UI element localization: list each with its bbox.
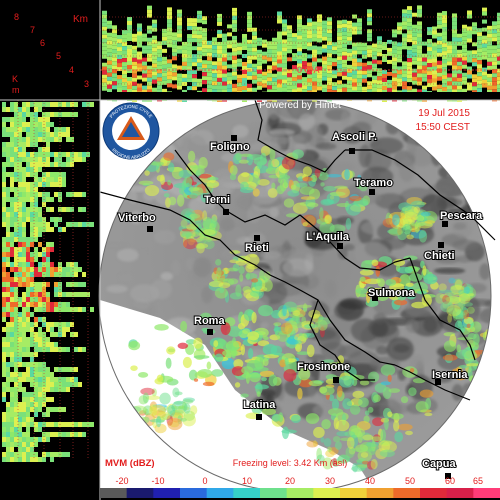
city-marker [337, 243, 343, 249]
legend-color-swatch [153, 488, 181, 498]
left-profile-panel [2, 102, 94, 462]
legend-tick-label: 60 [445, 476, 455, 486]
date-text: 19 Jul 2015 [418, 108, 470, 119]
city-label: Capua [422, 458, 457, 470]
city-marker [231, 135, 237, 141]
legend-color-swatch [286, 488, 314, 498]
legend-tick-label: 40 [365, 476, 375, 486]
city-label: Teramo [354, 177, 393, 189]
km-label: Km [73, 14, 88, 25]
city-marker [372, 295, 378, 301]
city-label: Chieti [424, 250, 455, 262]
city-marker [445, 473, 451, 479]
legend-tick-label: 10 [242, 476, 252, 486]
altitude-tick: 3 [84, 79, 89, 89]
legend-freezing-level: Freezing level: 3.42 Km (asl) [233, 458, 348, 468]
city-marker [223, 209, 229, 215]
legend-color-swatch [366, 488, 394, 498]
altitude-tick: 4 [69, 65, 74, 75]
city-label: L'Aquila [306, 231, 350, 243]
k-label: K [12, 74, 18, 84]
city-marker [438, 242, 444, 248]
city-markers: Foligno Ascoli P. Teramo Terni Viterbo Pescar… [117, 130, 484, 479]
city-label: Rieti [245, 242, 269, 254]
city-marker [435, 379, 441, 385]
city-label: Ascoli P. [332, 131, 377, 143]
city-marker [349, 148, 355, 154]
legend-color-swatch [180, 488, 208, 498]
top-profile-panel [100, 5, 500, 102]
legend-color-swatch [206, 488, 234, 498]
city-label: Sulmona [368, 287, 415, 299]
legend-color-swatch [233, 488, 261, 498]
profile-grid: 8 76 543 [14, 12, 500, 460]
city-marker [256, 414, 262, 420]
city-label: Latina [243, 399, 276, 411]
city-label: Pescara [440, 210, 483, 222]
city-label: Isernia [432, 369, 468, 381]
city-marker [254, 235, 260, 241]
legend-product: MVM (dBZ) [105, 458, 155, 469]
city-label: Viterbo [118, 212, 156, 224]
altitude-tick: 8 [14, 12, 19, 22]
altitude-tick: 5 [56, 51, 61, 61]
city-marker [369, 189, 375, 195]
legend-color-swatch [100, 488, 128, 498]
legend-tick-label: 0 [202, 476, 207, 486]
legend-color-swatch [340, 488, 368, 498]
city-label: Roma [194, 315, 225, 327]
city-marker [442, 221, 448, 227]
altitude-tick: 7 [30, 25, 35, 35]
legend-ticks: -20 -10 0 10 20 30 40 50 60 65 [115, 476, 483, 486]
legend-color-swatch [446, 488, 474, 498]
city-marker [333, 377, 339, 383]
city-label: Frosinone [297, 361, 350, 373]
legend-color-swatch [260, 488, 288, 498]
time-text: 15:50 CEST [416, 122, 470, 133]
legend-tick-label: 20 [285, 476, 295, 486]
m-label: m [12, 85, 20, 95]
powered-by-text: Powered by Himet [259, 100, 341, 111]
region-borders [99, 99, 496, 401]
city-marker [207, 329, 213, 335]
legend-color-swatch [393, 488, 421, 498]
legend-tick-label: -20 [115, 476, 128, 486]
legend-tick-label: -10 [151, 476, 164, 486]
legend-tick-label: 50 [405, 476, 415, 486]
freezing-marker: 0 C/A° [297, 65, 324, 75]
legend-color-swatch [126, 488, 154, 498]
city-label: Terni [204, 194, 230, 206]
civil-protection-logo: PROTEZIONE CIVILE REGIONE ABRUZZO [102, 102, 160, 160]
city-label: Foligno [210, 141, 250, 153]
city-marker [147, 226, 153, 232]
legend-color-swatch [313, 488, 341, 498]
legend-color-swatch [420, 488, 448, 498]
altitude-tick: 6 [40, 38, 45, 48]
legend-colorbar [100, 488, 500, 498]
legend-tick-label: 30 [325, 476, 335, 486]
legend-color-swatch [473, 488, 500, 498]
legend-tick-label: 65 [473, 476, 483, 486]
